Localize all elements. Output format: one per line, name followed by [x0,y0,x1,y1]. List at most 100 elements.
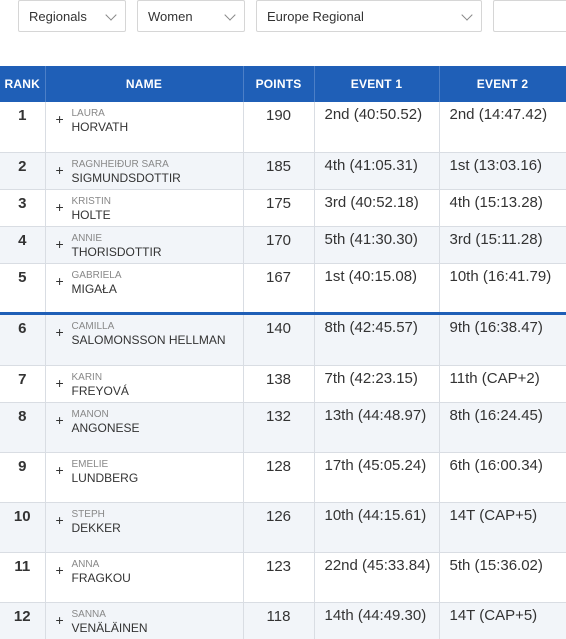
athlete-first-name: ANNIE [71,232,103,244]
athlete-name-cell[interactable]: + ANNA FRAGKOU [45,552,244,603]
event1-column-header[interactable]: EVENT 1 [314,66,440,102]
athlete-name-cell[interactable]: + RAGNHEIÐUR SARA SIGMUNDSDOTTIR [45,152,244,190]
table-row[interactable]: 3 + KRISTIN HOLTE 175 3rd (40:52.18) 4th (15:1… [0,189,566,227]
athlete-last-name: ANGONESE [71,420,140,435]
athlete-name-cell[interactable]: + CAMILLA SALOMONSSON HELLMAN [45,313,244,366]
table-row[interactable]: 4 + ANNIE THORISDOTTIR 170 5th (41:30.30) 3rd … [0,226,566,264]
leaderboard-body: 1 + LAURA HORVATH 190 2nd (40:50.52) 2nd (14:4… [0,102,566,639]
table-row[interactable]: 7 + KARIN FREYOVÁ 138 7th (42:23.15) 11th (CAP… [0,365,566,403]
event2-cell: 14T (CAP+5) [439,602,566,639]
event2-cell: 8th (16:24.45) [439,402,566,453]
table-row[interactable]: 11 + ANNA FRAGKOU 123 22nd (45:33.84) 5th (15:… [0,552,566,603]
points-cell: 190 [243,102,315,153]
region-select-value: Regionals [29,9,87,24]
table-row[interactable]: 2 + RAGNHEIÐUR SARA SIGMUNDSDOTTIR 185 4th (4… [0,152,566,190]
division-select-value: Women [148,9,193,24]
table-row[interactable]: 1 + LAURA HORVATH 190 2nd (40:50.52) 2nd (14:4… [0,102,566,153]
event1-cell: 5th (41:30.30) [314,226,440,264]
athlete-first-name: CAMILLA [71,320,115,332]
expand-icon[interactable]: + [55,374,64,391]
athlete-name-cell[interactable]: + LAURA HORVATH [45,102,244,153]
rank-column-header[interactable]: RANK [0,66,46,102]
expand-icon[interactable]: + [55,111,64,127]
rank-cell: 1 [0,102,46,153]
athlete-first-name: ANNA [71,558,100,570]
rank-cell: 7 [0,365,46,403]
athlete-first-name: KRISTIN [71,195,111,207]
expand-icon[interactable]: + [55,272,64,289]
athlete-first-name: MANON [71,408,109,420]
athlete-name-cell[interactable]: + SANNA VENÄLÄINEN [45,602,244,639]
competition-select[interactable]: Europe Regional [256,0,482,32]
athlete-name-cell[interactable]: + MANON ANGONESE [45,402,244,453]
filter-bar: Regionals Women Europe Regional [0,0,566,34]
chevron-down-icon [461,9,473,21]
points-cell: 126 [243,502,315,553]
athlete-last-name: LUNDBERG [71,470,139,485]
expand-icon[interactable]: + [55,411,64,428]
athlete-name-cell[interactable]: + STEPH DEKKER [45,502,244,553]
athlete-first-name: KARIN [71,371,103,383]
expand-icon[interactable]: + [55,198,64,215]
athlete-last-name: DEKKER [71,520,121,535]
event1-cell: 2nd (40:50.52) [314,102,440,153]
name-column-header[interactable]: NAME [45,66,244,102]
athlete-first-name: GABRIELA [71,269,122,281]
athlete-first-name: EMELIE [71,458,109,470]
table-row[interactable]: 12 + SANNA VENÄLÄINEN 118 14th (44:49.30) 14T … [0,602,566,639]
table-row[interactable]: 9 + EMELIE LUNDBERG 128 17th (45:05.24) 6th (1… [0,452,566,503]
table-row[interactable]: 5 + GABRIELA MIGAŁA 167 1st (40:15.08) 10th (1… [0,263,566,315]
points-cell: 140 [243,313,315,366]
rank-cell: 8 [0,402,46,453]
points-cell: 167 [243,263,315,315]
event2-cell: 14T (CAP+5) [439,502,566,553]
event2-column-header[interactable]: EVENT 2 [439,66,566,102]
athlete-name-cell[interactable]: + GABRIELA MIGAŁA [45,263,244,315]
athlete-last-name: VENÄLÄINEN [71,620,148,635]
expand-icon[interactable]: + [55,461,64,478]
athlete-name-cell[interactable]: + ANNIE THORISDOTTIR [45,226,244,264]
event2-cell: 5th (15:36.02) [439,552,566,603]
table-row[interactable]: 8 + MANON ANGONESE 132 13th (44:48.97) 8th (16… [0,402,566,453]
athlete-last-name: HOLTE [71,207,111,222]
rank-cell: 6 [0,313,46,366]
athlete-first-name: STEPH [71,508,105,520]
event2-cell: 9th (16:38.47) [439,313,566,366]
athlete-last-name: HORVATH [71,120,129,134]
athlete-name-cell[interactable]: + KRISTIN HOLTE [45,189,244,227]
athlete-name-cell[interactable]: + EMELIE LUNDBERG [45,452,244,503]
points-cell: 175 [243,189,315,227]
rank-cell: 12 [0,602,46,639]
expand-icon[interactable]: + [55,561,64,578]
rank-cell: 11 [0,552,46,603]
athlete-first-name: LAURA [71,108,105,119]
athlete-last-name: FRAGKOU [71,570,131,585]
region-select[interactable]: Regionals [18,0,126,32]
extra-select[interactable] [493,0,566,32]
athlete-first-name: RAGNHEIÐUR SARA [71,158,169,170]
expand-icon[interactable]: + [55,161,64,178]
event1-cell: 7th (42:23.15) [314,365,440,403]
table-row[interactable]: 10 + STEPH DEKKER 126 10th (44:15.61) 14T (CAP… [0,502,566,553]
competition-select-value: Europe Regional [267,9,364,24]
expand-icon[interactable]: + [55,611,64,628]
division-select[interactable]: Women [137,0,245,32]
event1-cell: 17th (45:05.24) [314,452,440,503]
athlete-name-cell[interactable]: + KARIN FREYOVÁ [45,365,244,403]
expand-icon[interactable]: + [55,235,64,252]
points-cell: 123 [243,552,315,603]
expand-icon[interactable]: + [55,511,64,528]
leaderboard-table: RANK NAME POINTS EVENT 1 EVENT 2 1 + LAURA… [0,66,566,639]
event1-cell: 10th (44:15.61) [314,502,440,553]
athlete-last-name: FREYOVÁ [71,383,129,398]
points-column-header[interactable]: POINTS [243,66,315,102]
points-cell: 185 [243,152,315,190]
event1-cell: 3rd (40:52.18) [314,189,440,227]
event2-cell: 6th (16:00.34) [439,452,566,503]
event1-cell: 13th (44:48.97) [314,402,440,453]
event2-cell: 3rd (15:11.28) [439,226,566,264]
event2-cell: 4th (15:13.28) [439,189,566,227]
table-row[interactable]: 6 + CAMILLA SALOMONSSON HELLMAN 140 8th (42:4… [0,313,566,366]
expand-icon[interactable]: + [55,323,64,340]
athlete-last-name: MIGAŁA [71,281,117,296]
